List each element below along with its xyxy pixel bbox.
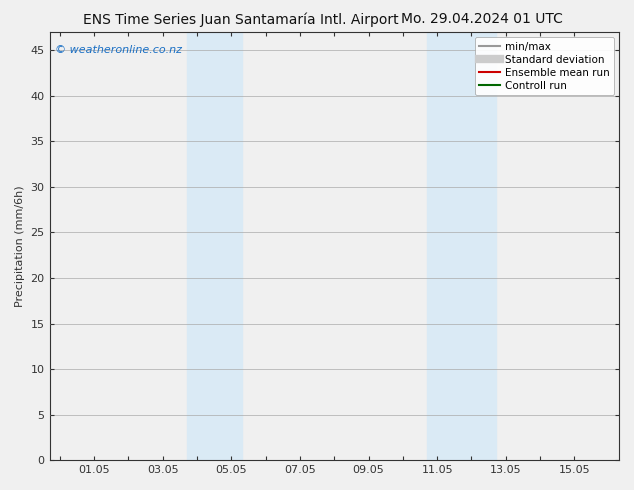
- Legend: min/max, Standard deviation, Ensemble mean run, Controll run: min/max, Standard deviation, Ensemble me…: [475, 37, 614, 95]
- Bar: [187, 32, 242, 460]
- Text: © weatheronline.co.nz: © weatheronline.co.nz: [55, 45, 182, 55]
- Text: ENS Time Series Juan Santamaría Intl. Airport: ENS Time Series Juan Santamaría Intl. Ai…: [83, 12, 399, 27]
- Bar: [427, 32, 496, 460]
- Y-axis label: Precipitation (mm/6h): Precipitation (mm/6h): [15, 185, 25, 307]
- Text: Mo. 29.04.2024 01 UTC: Mo. 29.04.2024 01 UTC: [401, 12, 563, 26]
